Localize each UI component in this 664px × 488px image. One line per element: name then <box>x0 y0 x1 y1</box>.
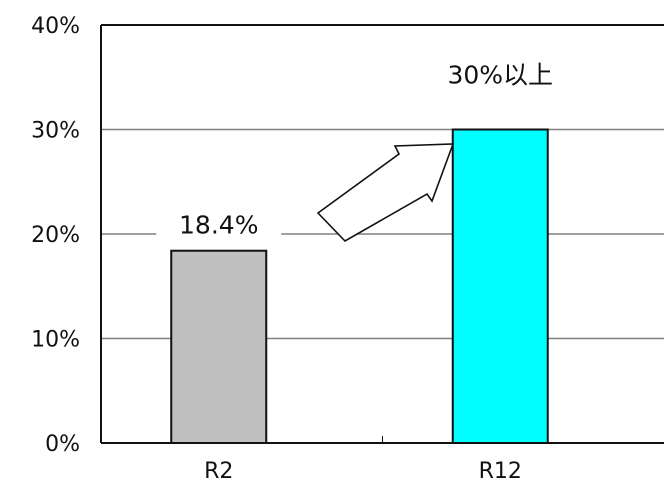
y-tick-label: 40% <box>31 14 80 39</box>
axis-layer <box>100 24 664 444</box>
label-layer: 0% 10% 20% 30% 40% R2 18.4% R12 30%以上 <box>31 14 576 484</box>
data-label: 18.4% <box>179 211 258 240</box>
y-tick-label: 0% <box>45 432 80 457</box>
x-tick-label: R12 <box>479 459 522 484</box>
bar-r12 <box>451 128 549 444</box>
trend-arrow <box>316 143 455 243</box>
y-tick-label: 30% <box>31 119 80 144</box>
y-tick-label: 10% <box>31 328 80 353</box>
data-label-backing <box>425 59 576 92</box>
x-tick-label: R2 <box>204 459 233 484</box>
bar-r2 <box>170 249 268 444</box>
data-label: 30%以上 <box>447 61 553 90</box>
y-tick-label: 20% <box>31 223 80 248</box>
data-label-backing <box>156 209 282 242</box>
bar-layer <box>170 128 549 444</box>
